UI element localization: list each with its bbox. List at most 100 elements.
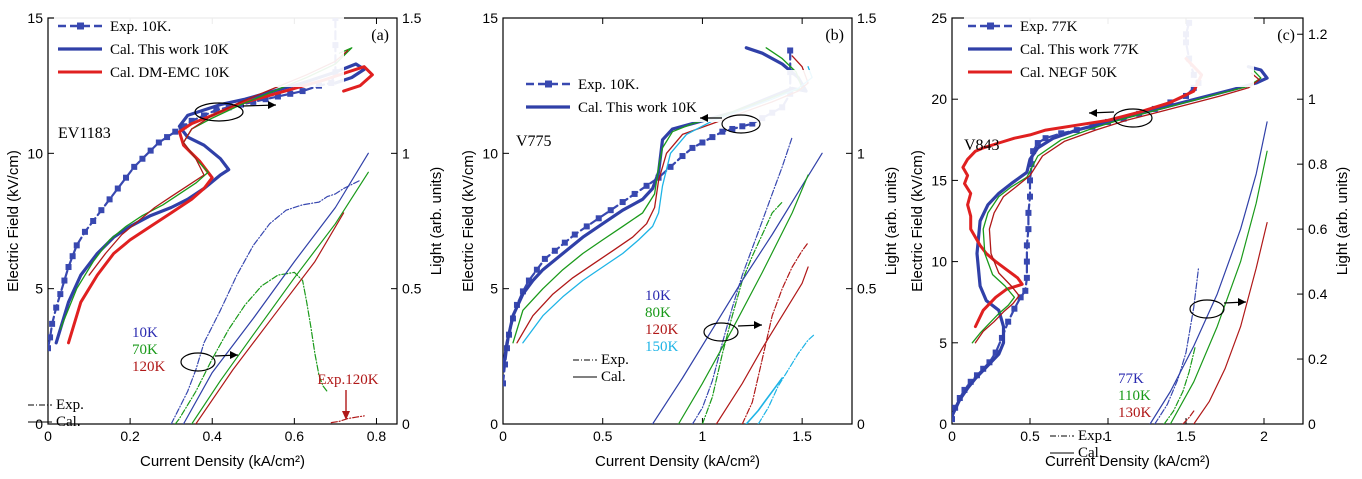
data-point	[1034, 140, 1041, 147]
series-line	[54, 62, 366, 345]
data-point	[1022, 287, 1029, 294]
y2-tick-label: 0	[402, 416, 410, 432]
temperature-label: 80K	[645, 305, 671, 321]
legend: Exp. 10K. Cal. This work 10K	[522, 70, 822, 122]
x-tick-label: 0.5	[1020, 428, 1040, 444]
y2-tick-label: 0	[1308, 416, 1316, 432]
data-point	[667, 163, 674, 170]
style-legend-label: Cal.	[601, 369, 626, 385]
legend-label: Cal. This work 10K	[578, 100, 697, 116]
data-point	[213, 107, 220, 114]
data-point	[131, 163, 138, 170]
series-line	[715, 266, 809, 424]
arrow-head	[230, 351, 238, 359]
x-tick-label: 1.5	[1176, 428, 1196, 444]
data-point	[123, 174, 130, 181]
y2-tick-label: 1	[1308, 91, 1316, 107]
panel-letter: (b)	[825, 27, 844, 44]
series-line	[1169, 150, 1268, 424]
temperature-label: 10K	[645, 288, 671, 304]
data-point	[607, 207, 614, 214]
data-point	[551, 247, 558, 254]
data-point	[1027, 193, 1033, 200]
x-tick-label: 0.4	[203, 428, 223, 444]
data-point	[1023, 258, 1030, 265]
data-point	[739, 123, 746, 130]
y2-tick-label: 0.4	[1308, 286, 1328, 302]
circle-annotation	[1189, 299, 1225, 319]
y-tick-label: 0	[35, 416, 43, 432]
x-tick-label: 0.2	[120, 428, 140, 444]
style-legend: Exp.Cal.	[28, 397, 84, 430]
data-point	[787, 47, 794, 54]
data-point	[180, 123, 187, 130]
series-line	[745, 377, 784, 424]
data-point	[287, 90, 294, 97]
y-tick-label: 25	[931, 10, 947, 26]
y-axis-label: Electric Field (kV/cm)	[909, 150, 926, 292]
data-point	[201, 112, 208, 119]
y2-tick-label: 0.8	[1308, 156, 1328, 172]
series-line	[677, 174, 809, 424]
data-point	[961, 386, 968, 393]
y2-tick-label: 1.5	[402, 10, 422, 26]
data-point	[1017, 294, 1024, 301]
y2-tick-label: 0.5	[402, 281, 422, 297]
y-tick-label: 5	[939, 335, 947, 351]
y-tick-label: 10	[931, 254, 947, 270]
circle-annotation	[180, 352, 216, 372]
temperature-label: 130K	[1118, 405, 1152, 421]
data-point	[709, 134, 716, 141]
y2-axis-label: Light (arb. units)	[428, 167, 445, 275]
x-axis-label: Current Density (kA/cm²)	[140, 453, 305, 470]
legend-label: Exp. 10K.	[110, 19, 171, 35]
series-line	[170, 179, 361, 424]
data-point	[1027, 177, 1033, 184]
data-point	[49, 320, 56, 327]
data-point	[525, 277, 532, 284]
data-point	[503, 361, 508, 368]
series-line	[961, 57, 1204, 329]
legend-label: Cal. NEGF 50K	[1020, 65, 1117, 81]
circle-annotation	[1113, 108, 1153, 128]
circle-annotation	[194, 102, 244, 122]
series-line	[182, 152, 369, 424]
legend-marker	[545, 80, 552, 88]
data-point	[48, 334, 54, 341]
legend-label: Exp. 10K.	[578, 77, 639, 93]
data-point	[155, 139, 162, 146]
panel-letter: (c)	[1277, 27, 1295, 44]
data-point	[1023, 274, 1030, 281]
data-point	[1005, 318, 1012, 325]
style-legend: Exp.Cal.	[1050, 428, 1106, 461]
data-point	[541, 255, 548, 262]
data-point	[81, 228, 88, 235]
y2-axis-label: Light (arb. units)	[1334, 167, 1351, 275]
data-point	[262, 96, 269, 103]
x-tick-label: 0.8	[367, 428, 387, 444]
panel-c: 0 0.5 1 1.5 2051015202500.20.40.60.811.2Curr…	[909, 10, 1351, 470]
temperature-label: 150K	[645, 339, 679, 355]
legend-background	[54, 12, 344, 87]
series-line	[174, 271, 328, 424]
y-tick-label: 5	[35, 281, 43, 297]
y-tick-label: 10	[27, 145, 43, 161]
data-point	[57, 291, 64, 298]
temperature-label: 110K	[1118, 388, 1151, 404]
series-line	[1193, 222, 1268, 424]
y-tick-label: 0	[490, 416, 498, 432]
style-legend-label: Exp.	[1078, 428, 1106, 444]
y2-tick-label: 0.2	[1308, 351, 1328, 367]
legend-marker	[77, 22, 84, 30]
style-legend: Exp.Cal.	[573, 352, 629, 385]
y2-tick-label: 0.6	[1308, 221, 1328, 237]
style-legend-label: Cal.	[56, 414, 81, 430]
circle-annotation	[703, 322, 739, 342]
y2-tick-label: 1.2	[1308, 26, 1328, 42]
temperature-label: 77K	[1118, 371, 1144, 387]
data-point	[90, 218, 97, 224]
series-line	[191, 171, 369, 424]
series-line	[651, 152, 823, 424]
